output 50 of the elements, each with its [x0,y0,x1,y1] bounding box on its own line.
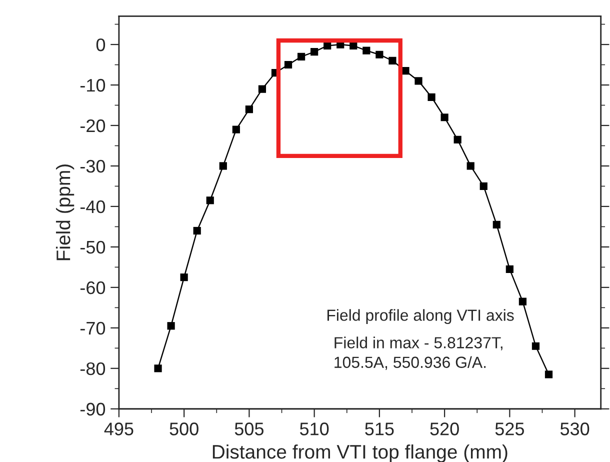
point [466,162,474,170]
y-tick-label: 0 [96,38,106,52]
point [544,370,553,378]
point [388,56,396,65]
y-tick-label: -70 [80,322,106,335]
x-tick-label: 500 [170,422,198,436]
point [454,136,462,144]
point [506,265,514,273]
point [324,42,332,50]
point [206,196,214,204]
point [193,226,201,235]
point [428,93,436,101]
x-tick-label: 515 [365,422,394,436]
annotation: Field in max - 5.81237T, [334,336,502,350]
x-tick-label: 510 [300,422,329,436]
point [376,50,384,58]
point [414,77,422,85]
x-tick-label: 495 [104,422,134,436]
y-axis-title: Field (ppm) [56,164,74,260]
point [154,364,162,372]
annotation: Field profile along VTI axis [327,309,514,324]
point [167,322,175,330]
point [219,162,227,170]
y-tick-label: -50 [80,240,106,254]
y-tick-label: -30 [80,160,106,173]
point [480,182,488,190]
y-tick-label: -60 [80,281,106,294]
y-tick-label: -40 [80,200,106,214]
x-tick-label: 525 [495,422,524,436]
point [492,220,500,228]
point [532,342,540,350]
point [245,105,253,114]
point [440,114,448,122]
x-tick-label: 505 [234,422,264,436]
point [284,60,292,69]
point [232,126,240,134]
point [258,85,266,93]
y-tick-label: -10 [80,78,106,92]
point [297,52,306,60]
point [518,298,527,306]
y-tick-label: -20 [80,119,106,132]
annotation: 105.5A, 550.936 G/A. [334,356,486,370]
x-tick-label: 530 [560,422,590,436]
point [350,42,358,50]
point [362,46,370,54]
x-tick-label: 520 [430,422,459,436]
y-tick-label: -90 [80,402,106,416]
point [180,273,188,282]
point [310,48,318,56]
y-tick-label: -80 [80,362,106,376]
